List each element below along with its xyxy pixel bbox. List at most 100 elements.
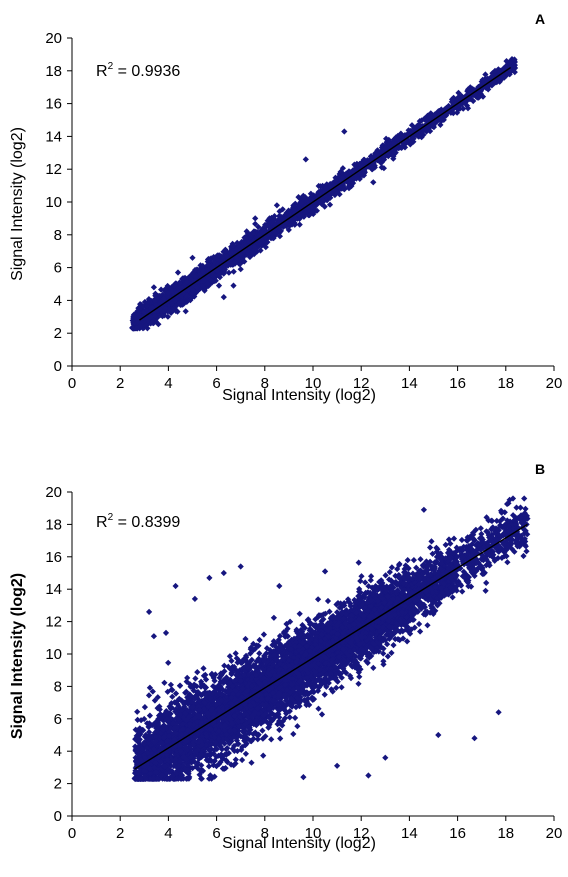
chart-panel-B: 0 2 4 6 8 10 12 14 16 18 2002468101214161820Signal…: [9, 461, 562, 852]
data-point: [173, 302, 180, 309]
data-point: [171, 305, 178, 312]
data-point: [521, 495, 528, 502]
data-point-outlier: [273, 202, 280, 209]
data-point: [373, 151, 380, 158]
data-point: [443, 110, 450, 117]
data-point: [222, 248, 229, 255]
data-point: [485, 86, 492, 93]
y-tick-label: 20: [45, 30, 62, 47]
data-point: [420, 131, 427, 138]
data-point: [416, 118, 423, 125]
data-point: [494, 76, 501, 84]
data-point-outlier: [252, 215, 259, 222]
data-point: [351, 161, 358, 168]
data-point: [522, 505, 529, 512]
data-point: [470, 97, 477, 105]
data-point: [460, 105, 467, 112]
data-points-B: [131, 495, 531, 782]
data-point: [232, 258, 239, 265]
y-axis-title: Signal Intensity (log2): [9, 127, 26, 281]
data-point: [387, 144, 394, 151]
y-tick-label: 14: [45, 128, 62, 145]
x-axis-title: Signal Intensity (log2): [222, 387, 376, 404]
data-point: [487, 79, 494, 86]
data-point: [380, 153, 387, 160]
data-point: [495, 66, 502, 73]
data-point: [239, 756, 246, 764]
data-point: [356, 160, 363, 167]
data-point: [196, 274, 203, 281]
data-point: [299, 193, 306, 200]
data-point: [454, 109, 461, 116]
data-point: [276, 226, 283, 234]
data-point: [431, 118, 438, 125]
data-point: [182, 308, 189, 315]
data-point: [318, 190, 325, 197]
data-point: [449, 105, 456, 112]
data-point: [145, 296, 152, 303]
data-point: [236, 260, 244, 268]
data-point: [305, 207, 312, 214]
data-point: [326, 201, 334, 208]
data-point: [482, 71, 489, 78]
data-point: [283, 209, 290, 216]
data-point: [262, 221, 269, 228]
data-point: [484, 83, 491, 90]
data-point: [437, 121, 444, 128]
data-point: [172, 280, 179, 287]
data-point: [208, 279, 215, 286]
data-point: [456, 102, 463, 109]
data-point: [414, 129, 421, 136]
x-tick-label: 4: [164, 375, 172, 392]
data-point: [255, 223, 262, 231]
data-point: [339, 180, 346, 187]
y-tick-label: 2: [54, 325, 62, 342]
data-point: [517, 504, 524, 511]
data-point: [300, 211, 307, 218]
data-point: [242, 635, 249, 643]
data-point: [335, 173, 342, 180]
data-point: [199, 262, 206, 269]
data-point: [397, 130, 404, 137]
data-point: [134, 708, 141, 715]
data-point: [169, 307, 176, 314]
data-point: [145, 692, 153, 699]
data-point: [162, 285, 169, 292]
data-point: [476, 84, 483, 91]
data-point: [308, 204, 315, 211]
r-squared-annotation: R2 = 0.9936: [96, 61, 180, 80]
data-point: [337, 168, 344, 175]
x-tick-label: 16: [449, 375, 466, 392]
data-point: [501, 67, 508, 74]
data-point: [505, 59, 513, 66]
data-point: [447, 109, 454, 116]
data-point-outlier: [174, 269, 182, 276]
data-point-outlier: [215, 282, 223, 289]
data-point: [264, 239, 271, 246]
data-point: [276, 208, 283, 215]
data-point-outlier: [189, 254, 196, 261]
data-point: [479, 93, 487, 100]
data-point: [405, 132, 412, 139]
data-point: [341, 184, 348, 191]
data-point-outlier: [150, 284, 157, 291]
data-point: [390, 153, 397, 160]
data-point: [135, 315, 142, 322]
data-point: [438, 106, 445, 113]
data-point: [370, 664, 377, 671]
data-point: [207, 260, 215, 267]
data-point: [158, 286, 165, 293]
data-point: [212, 277, 219, 284]
data-point-outlier: [230, 282, 237, 289]
data-point: [355, 559, 362, 566]
data-point: [491, 79, 498, 86]
data-point: [260, 631, 267, 638]
data-point: [479, 76, 486, 83]
data-point: [285, 226, 292, 233]
data-point: [178, 301, 185, 308]
x-tick-label: 20: [546, 375, 563, 392]
data-point-outlier: [302, 156, 309, 163]
data-point: [292, 714, 299, 721]
data-point: [417, 130, 424, 137]
data-point: [154, 311, 161, 318]
